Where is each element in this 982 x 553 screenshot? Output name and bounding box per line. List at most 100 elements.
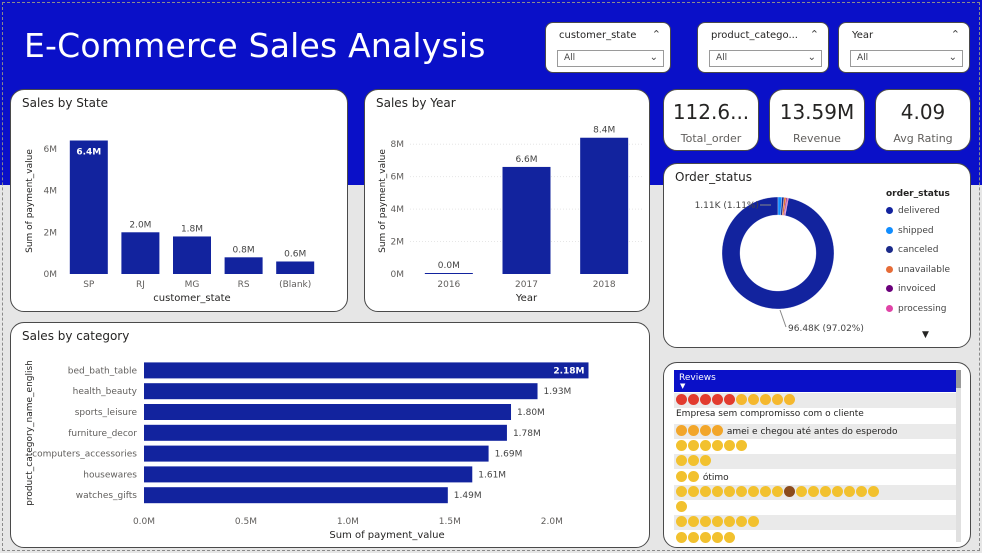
x-tick-label: MG bbox=[185, 280, 200, 290]
x-tick-label: 0.0M bbox=[133, 517, 155, 527]
sales-by-category-card[interactable]: Sales by category 2.18M bed_bath_table 1.9… bbox=[10, 322, 650, 548]
emoji-icon bbox=[760, 394, 771, 405]
leader-line bbox=[779, 309, 787, 328]
y-tick-label: bed_bath_table bbox=[68, 366, 138, 376]
review-row[interactable] bbox=[674, 531, 957, 546]
bar-sports_leisure[interactable] bbox=[144, 404, 512, 420]
data-label: 6.4M bbox=[76, 148, 101, 158]
bar-health_beauty[interactable] bbox=[144, 383, 538, 400]
review-text: ótimo bbox=[700, 472, 729, 483]
review-row[interactable] bbox=[674, 484, 957, 500]
data-label: 1.93M bbox=[544, 387, 572, 397]
x-axis-title: Year bbox=[515, 293, 538, 304]
emoji-icon bbox=[712, 485, 723, 497]
emoji-icon bbox=[856, 485, 867, 497]
data-label: 1.49M bbox=[454, 491, 482, 501]
y-tick-label: 4M bbox=[391, 205, 405, 215]
chevron-up-icon[interactable]: ⌃ bbox=[651, 28, 661, 41]
emoji-icon bbox=[676, 531, 687, 543]
chevron-down-icon[interactable]: ⌄ bbox=[649, 52, 658, 63]
bar-housewares[interactable] bbox=[144, 466, 473, 483]
y-tick-label: furniture_decor bbox=[68, 429, 137, 439]
slicer-customer-state[interactable]: customer_state ⌃ All ⌄ bbox=[545, 22, 671, 73]
legend-item-shipped[interactable]: shipped bbox=[886, 226, 934, 236]
x-tick-label: 2017 bbox=[515, 280, 538, 290]
legend-item-unavailable[interactable]: unavailable bbox=[886, 265, 950, 275]
legend-dot-icon bbox=[886, 207, 893, 214]
review-row[interactable] bbox=[674, 454, 957, 470]
order-status-donut[interactable]: 1.11K (1.11%) 96.48K (97.02%) bbox=[664, 164, 971, 348]
chevron-up-icon[interactable]: ⌃ bbox=[809, 28, 819, 41]
x-tick-label: 1.0M bbox=[337, 517, 359, 527]
emoji-icon bbox=[676, 516, 687, 528]
bar-2017[interactable] bbox=[502, 166, 551, 274]
donut-slice-delivered[interactable] bbox=[721, 196, 835, 310]
emoji-icon bbox=[772, 394, 783, 405]
reviews-column-header[interactable]: Reviews ▼ bbox=[674, 370, 957, 392]
kpi-value: 13.59M bbox=[779, 100, 855, 124]
bar-2018[interactable] bbox=[580, 137, 629, 274]
review-row[interactable] bbox=[674, 393, 957, 408]
chevron-up-icon[interactable]: ⌃ bbox=[950, 28, 960, 41]
emoji-icon bbox=[676, 470, 687, 482]
chevron-down-icon[interactable]: ⌄ bbox=[948, 52, 957, 63]
x-tick-label: RJ bbox=[136, 280, 145, 290]
y-tick-label: 0M bbox=[44, 270, 58, 280]
review-row[interactable]: Empresa sem compromisso com o cliente bbox=[674, 408, 957, 423]
emoji-icon bbox=[676, 455, 687, 467]
slicer-product-category[interactable]: product_catego... ⌃ All ⌄ bbox=[697, 22, 829, 73]
bar-bed_bath_table[interactable] bbox=[144, 362, 589, 379]
slicer-year[interactable]: Year ⌃ All ⌄ bbox=[838, 22, 970, 73]
review-row[interactable]: amei e chegou até antes do esperodo bbox=[674, 423, 957, 439]
y-axis-title: product_category_name_english bbox=[25, 360, 35, 506]
legend-scroll-down-icon[interactable]: ▼ bbox=[922, 330, 929, 340]
bar-2016[interactable] bbox=[424, 273, 473, 274]
emoji-icon bbox=[676, 439, 687, 451]
bar-sp[interactable] bbox=[69, 140, 108, 274]
review-text: amei e chegou até antes do esperodo bbox=[724, 426, 898, 437]
bar-mg[interactable] bbox=[173, 236, 211, 274]
y-axis-title: Sum of payment_value bbox=[378, 149, 388, 253]
reviews-scrollbar[interactable] bbox=[956, 370, 961, 542]
review-row[interactable]: ótimo bbox=[674, 470, 957, 485]
bar-computers_accessories[interactable] bbox=[144, 445, 489, 462]
sales-by-state-card[interactable]: Sales by State 0M 2M 4M 6M 6.4M SP 2.0M RJ 1.8M M… bbox=[10, 89, 348, 312]
review-row[interactable] bbox=[674, 500, 957, 515]
bar-rs[interactable] bbox=[224, 257, 263, 274]
emoji-icon bbox=[868, 485, 879, 497]
emoji-icon bbox=[784, 485, 795, 497]
sort-down-icon[interactable]: ▼ bbox=[680, 382, 686, 390]
slicer-dropdown[interactable]: All ⌄ bbox=[850, 50, 963, 67]
scrollbar-thumb[interactable] bbox=[956, 370, 961, 388]
slicer-dropdown[interactable]: All ⌄ bbox=[557, 50, 664, 67]
chevron-down-icon[interactable]: ⌄ bbox=[807, 52, 816, 63]
reviews-card[interactable]: Reviews ▼ Empresa sem compromisso com o … bbox=[663, 362, 971, 548]
bar-blank[interactable] bbox=[276, 261, 315, 274]
legend-item-canceled[interactable]: canceled bbox=[886, 245, 938, 255]
review-row[interactable] bbox=[674, 515, 957, 531]
review-row[interactable] bbox=[674, 439, 957, 454]
sales-by-year-chart[interactable]: 0M 2M 4M 6M 8M 0.0M 2016 6.6M 2017 8.4M 2018 Year Su… bbox=[365, 90, 650, 312]
y-tick-label: health_beauty bbox=[73, 387, 138, 397]
legend-item-delivered[interactable]: delivered bbox=[886, 206, 940, 216]
sales-by-state-chart[interactable]: 0M 2M 4M 6M 6.4M SP 2.0M RJ 1.8M MG 0.8M RS 0.6M (Bla… bbox=[11, 90, 348, 312]
order-status-card[interactable]: Order_status 1.11K (1.11%) 96.48K (97.02%… bbox=[663, 163, 971, 348]
y-axis-title: Sum of payment_value bbox=[25, 149, 35, 253]
legend-item-invoiced[interactable]: invoiced bbox=[886, 284, 936, 294]
bar-rj[interactable] bbox=[121, 232, 160, 274]
legend-item-processing[interactable]: processing bbox=[886, 304, 947, 314]
donut-slice-processing[interactable] bbox=[784, 197, 789, 216]
sales-by-category-chart[interactable]: 2.18M bed_bath_table 1.93M health_beauty 1.8… bbox=[11, 323, 650, 548]
legend-title: order_status bbox=[886, 189, 950, 199]
data-label: 2.18M bbox=[553, 366, 584, 376]
emoji-icon bbox=[724, 485, 735, 497]
sales-by-year-card[interactable]: Sales by Year 0M 2M 4M 6M 8M 0.0M 2016 6.6M 2017… bbox=[364, 89, 650, 312]
legend-dot-icon bbox=[886, 304, 893, 312]
slicer-dropdown[interactable]: All ⌄ bbox=[709, 50, 822, 67]
y-tick-label: sports_leisure bbox=[75, 408, 138, 418]
emoji-icon bbox=[700, 531, 711, 543]
x-tick-label: 2018 bbox=[593, 280, 616, 290]
bar-watches_gifts[interactable] bbox=[144, 487, 448, 504]
bar-furniture_decor[interactable] bbox=[144, 424, 507, 441]
emoji-icon bbox=[712, 424, 723, 436]
